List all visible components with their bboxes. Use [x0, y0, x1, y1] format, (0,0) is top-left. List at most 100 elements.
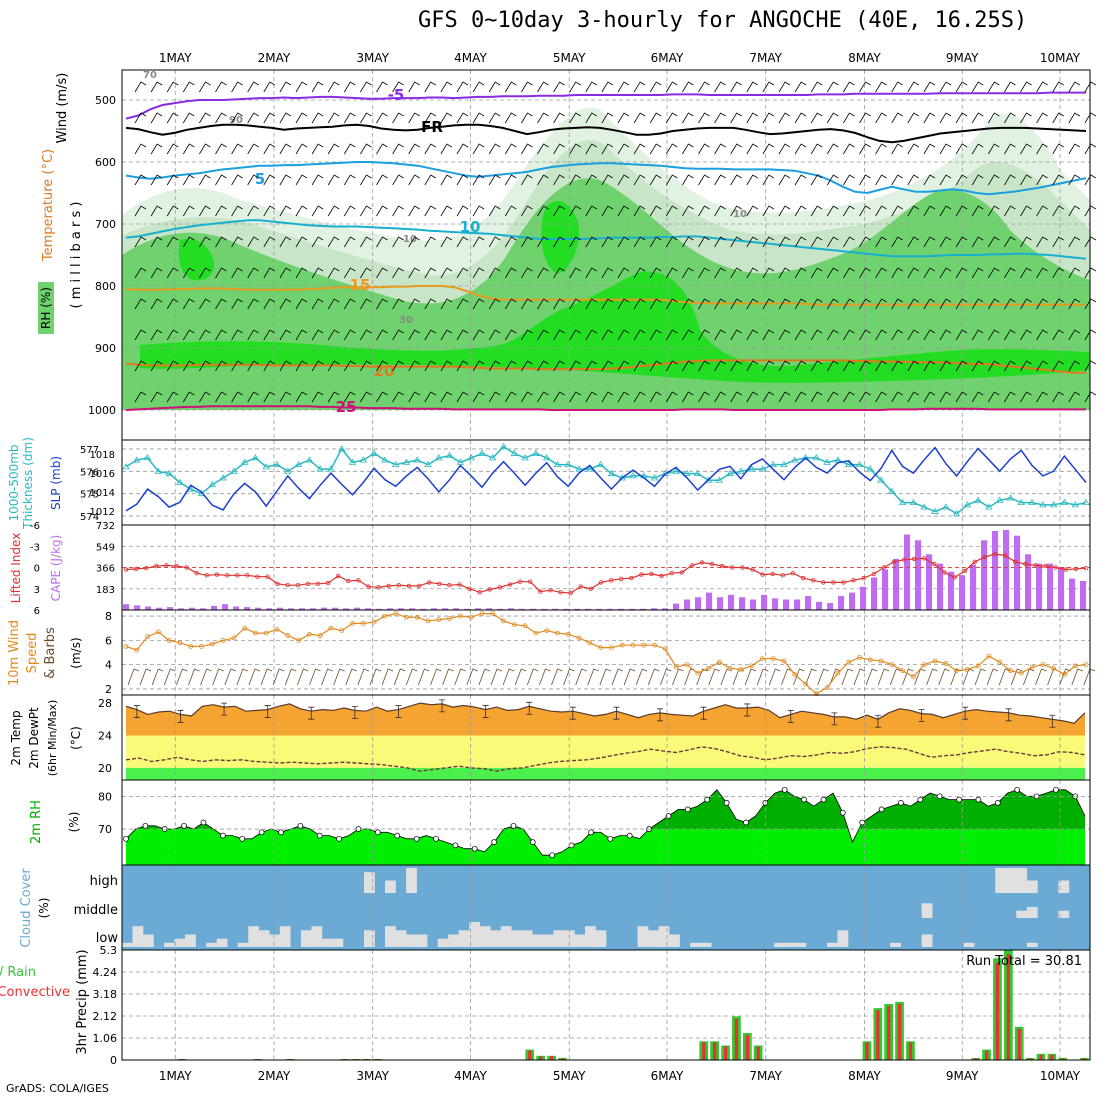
cape-bar: [794, 599, 801, 610]
wind-barb: [1068, 174, 1081, 186]
dewpoint-base: [126, 767, 1085, 780]
precip-tick: 1.06: [93, 1032, 118, 1045]
li-marker: [740, 565, 745, 570]
wind-speed-marker: [511, 622, 517, 627]
wind-barb: [1036, 174, 1048, 186]
cape-bar: [409, 608, 416, 610]
cloud-low-bar: [269, 934, 281, 947]
wind-speed-marker: [716, 659, 722, 665]
wind-speed-marker: [932, 658, 938, 664]
wind-barb: [730, 236, 742, 248]
wind-speed-marker: [274, 627, 280, 632]
wind-barb: [424, 112, 437, 124]
surface-wind-barb: [744, 668, 757, 686]
wind-barb: [682, 81, 694, 93]
cloud-low-bar: [669, 934, 680, 947]
temp-minmax-bar: [351, 705, 358, 719]
wind-barb: [263, 236, 276, 248]
rh-marker: [878, 806, 885, 813]
pressure-tick: 700: [95, 218, 116, 231]
wind-barb: [585, 298, 598, 310]
rh-marker: [762, 800, 769, 806]
wind-barb: [199, 329, 211, 341]
surface-wind-barb: [1083, 668, 1096, 686]
wind-barb: [875, 81, 887, 93]
surface-wind-barb: [781, 668, 793, 686]
thickness-marker: [133, 456, 141, 463]
wind-speed-marker: [781, 658, 787, 664]
li-tick: 0: [34, 564, 40, 575]
thickness-marker: [715, 476, 723, 483]
li-marker: [356, 578, 361, 583]
li-marker: [315, 581, 321, 586]
wind-barb: [295, 174, 308, 186]
wind-barb: [1084, 174, 1097, 186]
cloud-low-bar: [963, 942, 975, 947]
wind-barb: [182, 112, 195, 124]
wind-barb: [295, 391, 308, 403]
wind-barb: [778, 143, 791, 155]
wind-speed-marker: [199, 644, 204, 649]
wind-barb: [826, 174, 839, 186]
cloud-high-bar: [995, 868, 1007, 893]
wind-barb: [279, 298, 292, 310]
wind-barb: [923, 112, 936, 124]
cloud-low-bar: [511, 930, 523, 947]
wind-barb: [456, 81, 469, 93]
wind-barb: [939, 329, 952, 341]
wind-barb: [939, 236, 952, 248]
wind-barb: [569, 81, 581, 93]
cloud-middle-bar: [921, 903, 933, 918]
wind-barb: [907, 81, 920, 93]
cape-bar: [266, 608, 273, 610]
thickness-marker: [478, 449, 486, 456]
cape-bar: [915, 540, 922, 610]
wind-barb: [360, 205, 372, 217]
surface-wind-barb: [587, 668, 599, 686]
wind-speed-marker: [371, 619, 377, 625]
wind-barb: [182, 391, 195, 403]
wind-barb: [826, 267, 839, 279]
thickness-marker: [877, 476, 885, 483]
wind-barb: [295, 267, 308, 279]
wind-barb: [1004, 391, 1016, 403]
cloud-high-bar: [406, 868, 417, 893]
wind-barb: [730, 360, 742, 372]
cape-bar: [992, 531, 999, 610]
date-label-top: 8MAY: [848, 51, 881, 65]
wind-barb: [762, 267, 775, 279]
wind-barb: [360, 81, 372, 93]
wind-barb: [649, 205, 662, 217]
wind-barb: [585, 267, 598, 279]
wind-barb: [746, 267, 759, 279]
wind-barb: [939, 81, 952, 93]
wind-barb: [682, 329, 694, 341]
wind-barb: [199, 267, 211, 279]
wind-barb: [472, 236, 485, 248]
wind-barb: [247, 205, 259, 217]
contour-label: 70: [143, 70, 157, 81]
wind-barb: [392, 391, 404, 403]
wind-barb: [295, 298, 308, 310]
wind-barb: [826, 329, 839, 341]
wind-speed-marker: [1040, 662, 1046, 667]
wind-barb: [730, 112, 742, 124]
cape-bar: [464, 608, 471, 610]
wind-barb: [295, 81, 308, 93]
li-marker: [386, 583, 391, 589]
thickness-marker: [489, 454, 497, 461]
thickness-marker: [866, 465, 874, 472]
wind-barb: [247, 267, 259, 279]
wind-speed-marker: [522, 623, 528, 629]
cape-bar: [717, 597, 724, 610]
wind-barb: [521, 267, 533, 279]
contour-label: 10: [403, 234, 417, 245]
rh-marker: [220, 832, 226, 839]
wind-barb: [1036, 143, 1048, 155]
wind-barb: [633, 267, 646, 279]
wind-barb: [649, 143, 662, 155]
thickness-marker: [888, 487, 896, 494]
wind-barb: [440, 391, 453, 403]
wind-barb: [682, 360, 694, 372]
wind-barb: [794, 205, 807, 217]
